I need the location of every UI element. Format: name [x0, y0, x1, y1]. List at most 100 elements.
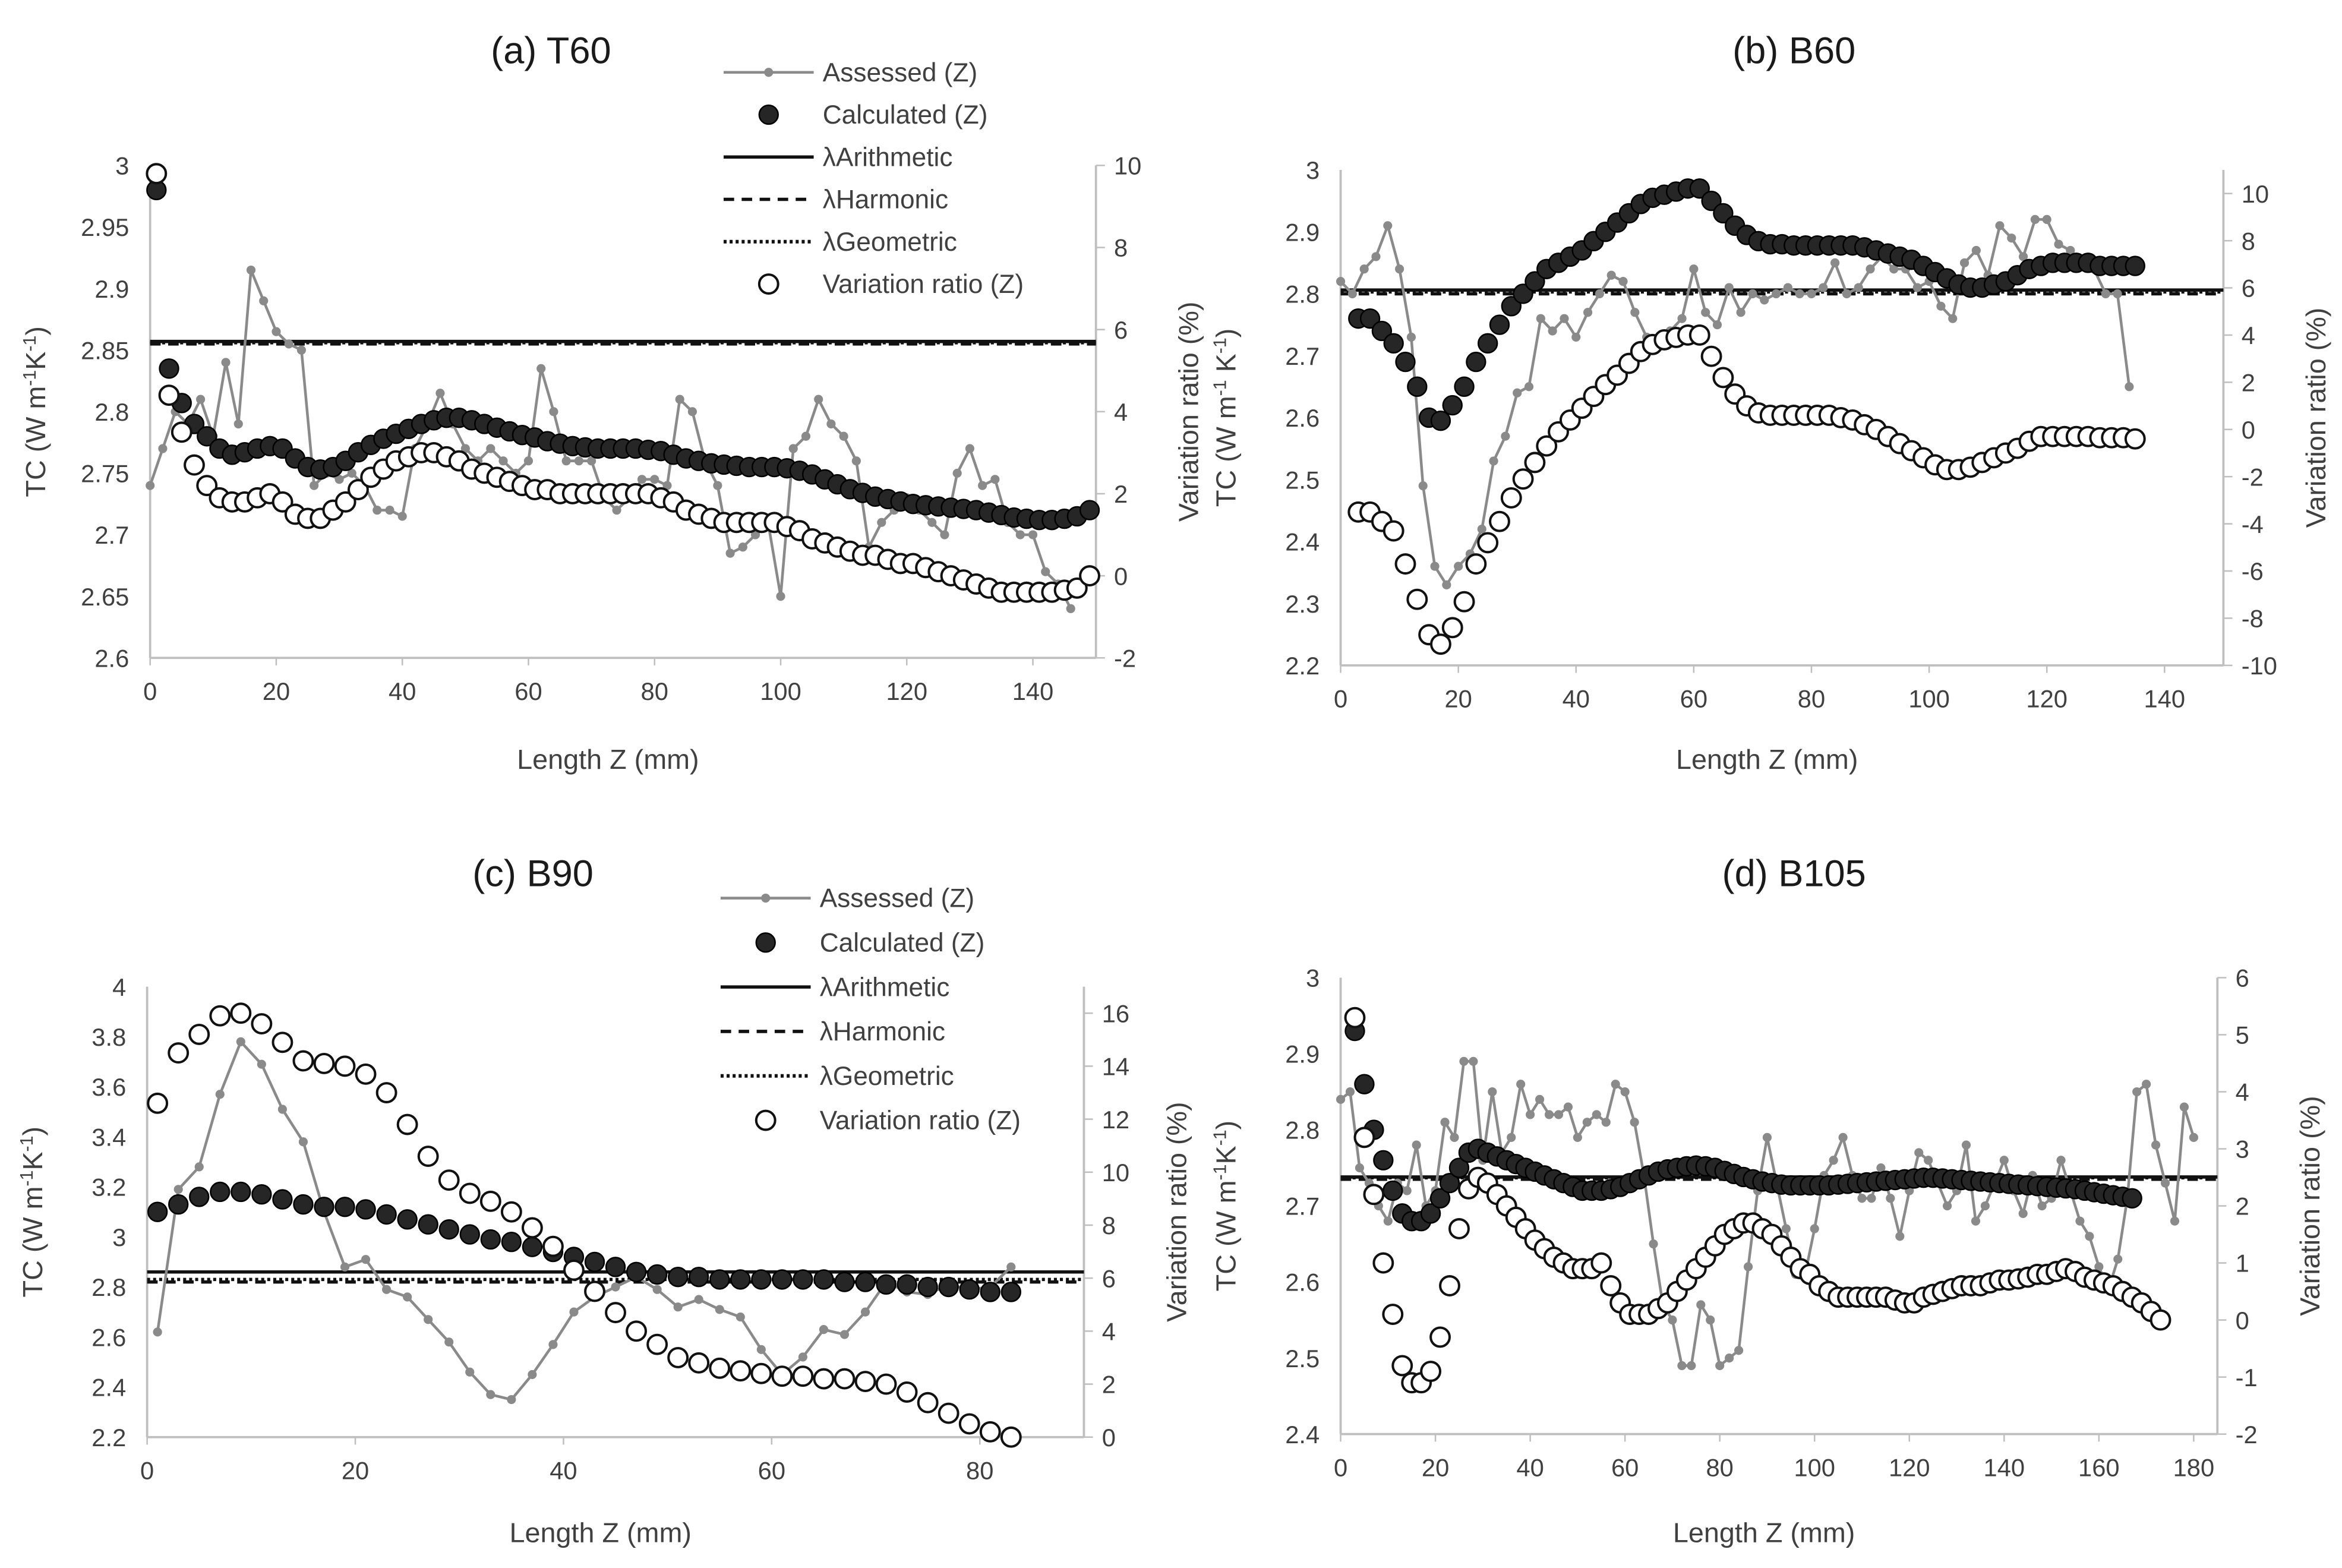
- assessed-point: [382, 1285, 392, 1294]
- calculated-point: [646, 1264, 668, 1285]
- calculated-point: [1689, 178, 1710, 199]
- legend: Assessed (Z) Calculated (Z) λArithmetic λHa…: [720, 884, 1021, 1135]
- assessed-point: [1430, 561, 1440, 571]
- variation-ratio-point: [1590, 1252, 1612, 1274]
- x-tick-label: 140: [1984, 1453, 2025, 1481]
- assessed-point: [1807, 289, 1816, 299]
- calculated-point: [418, 1214, 438, 1235]
- variation-ratio-point: [626, 1320, 648, 1342]
- assessed-point: [952, 468, 962, 478]
- variation-ratio-point: [979, 1421, 1001, 1443]
- y-tick-label: 2.8: [1285, 280, 1320, 308]
- calculated-point: [917, 1276, 938, 1298]
- y-axis-label-part: TC (W m: [1211, 396, 1242, 507]
- legend: Assessed (Z) Calculated (Z) λArithmetic λHa…: [723, 58, 1024, 299]
- assessed-point: [1571, 332, 1581, 342]
- assessed-point: [978, 481, 987, 490]
- assessed-point: [839, 1330, 850, 1339]
- assessed-point: [1781, 1224, 1791, 1233]
- assessed-point: [2170, 1216, 2180, 1226]
- variation-ratio-point: [1066, 577, 1088, 599]
- assessed-point: [1762, 1132, 1772, 1142]
- assessed-point: [1783, 283, 1792, 292]
- legend-assessed-marker: [761, 893, 771, 903]
- variation-ratio-point: [1420, 1361, 1442, 1382]
- x-tick-label: 80: [641, 677, 668, 705]
- variation-ratio-point: [313, 1053, 335, 1074]
- assessed-point: [927, 518, 937, 527]
- x-tick-label: 40: [1516, 1453, 1544, 1481]
- calculated-point: [730, 1269, 751, 1290]
- assessed-point: [2018, 1209, 2028, 1218]
- calculated-point: [1513, 283, 1533, 304]
- variation-ratio-point: [875, 1373, 897, 1395]
- calculated-point: [231, 1181, 251, 1203]
- assessed-point: [1736, 308, 1746, 317]
- variation-ratio-point: [1524, 452, 1546, 474]
- assessed-point: [2189, 1132, 2198, 1142]
- variation-ratio-point: [1363, 1184, 1385, 1206]
- x-axis-label: Length Z (mm): [517, 744, 699, 775]
- calculated-point: [897, 1274, 917, 1295]
- y-tick-label: 2.6: [91, 1323, 126, 1351]
- y-axis-label-exponent: -1: [17, 1135, 36, 1151]
- y-axis-label-exponent: -1: [1210, 380, 1230, 396]
- assessed-point: [1006, 1262, 1016, 1272]
- variation-ratio-point: [146, 163, 168, 185]
- assessed-point: [1867, 1194, 1876, 1203]
- assessed-point: [662, 481, 672, 490]
- x-tick-label: 60: [515, 677, 542, 705]
- assessed-point: [1535, 1094, 1545, 1104]
- calculated-point: [397, 1209, 418, 1230]
- y-axis-label-exponent: -1: [1210, 1165, 1230, 1181]
- assessed-point: [1936, 301, 1946, 311]
- y2-tick-label: 2: [2242, 369, 2255, 397]
- y-axis-label-part: K: [1211, 354, 1242, 380]
- assessed-point: [652, 1285, 662, 1294]
- y-tick-label: 2.5: [1285, 1345, 1320, 1373]
- variation-ratio-point: [854, 1371, 876, 1393]
- assessed-point: [2142, 1080, 2151, 1089]
- y-tick-label: 2.5: [1285, 466, 1320, 494]
- assessed-point: [2019, 252, 2028, 261]
- assessed-point: [424, 1315, 433, 1324]
- variation-ratio-point: [355, 1063, 377, 1085]
- x-tick-label: 140: [2144, 685, 2186, 713]
- y2-tick-label: 1: [2236, 1250, 2249, 1277]
- assessed-point: [1924, 1156, 1933, 1165]
- y2-tick-label: 0: [2242, 416, 2255, 444]
- assessed-point: [2042, 214, 2051, 224]
- assessed-point: [1548, 326, 1557, 336]
- y-tick-label: 2.7: [1285, 1192, 1320, 1220]
- calculated-point: [272, 1189, 293, 1210]
- calculated-point: [147, 1201, 168, 1222]
- x-tick-label: 120: [2026, 685, 2068, 713]
- y2-tick-label: 0: [1102, 1424, 1116, 1452]
- assessed-point: [347, 468, 356, 478]
- calculated-point: [1442, 395, 1463, 416]
- x-tick-label: 100: [760, 677, 801, 705]
- variation-ratio-point: [1441, 617, 1463, 639]
- assessed-point: [839, 431, 848, 441]
- calculated-point: [855, 1272, 876, 1292]
- assessed-point: [1961, 1140, 1971, 1150]
- assessed-point: [1701, 308, 1710, 317]
- calculated-point: [2125, 255, 2145, 276]
- y-axis-label: TC (W m-1K-1): [17, 1127, 48, 1298]
- y-tick-label: 2.9: [94, 275, 129, 303]
- x-tick-label: 40: [1563, 685, 1590, 713]
- assessed-point: [486, 1390, 495, 1399]
- variation-ratio-point: [396, 1113, 418, 1135]
- assessed-point: [1606, 270, 1616, 280]
- assessed-point: [1895, 1232, 1905, 1241]
- variation-ratio-point: [813, 1368, 835, 1390]
- y-axis-label-part: ): [1211, 329, 1242, 338]
- assessed-point: [1725, 1354, 1734, 1363]
- assessed-point: [548, 1340, 558, 1349]
- y-axis-label: TC (W m-1K-1): [20, 326, 51, 497]
- calculated-point: [168, 1194, 189, 1215]
- assessed-point: [694, 1295, 703, 1304]
- calculated-point: [584, 1251, 605, 1273]
